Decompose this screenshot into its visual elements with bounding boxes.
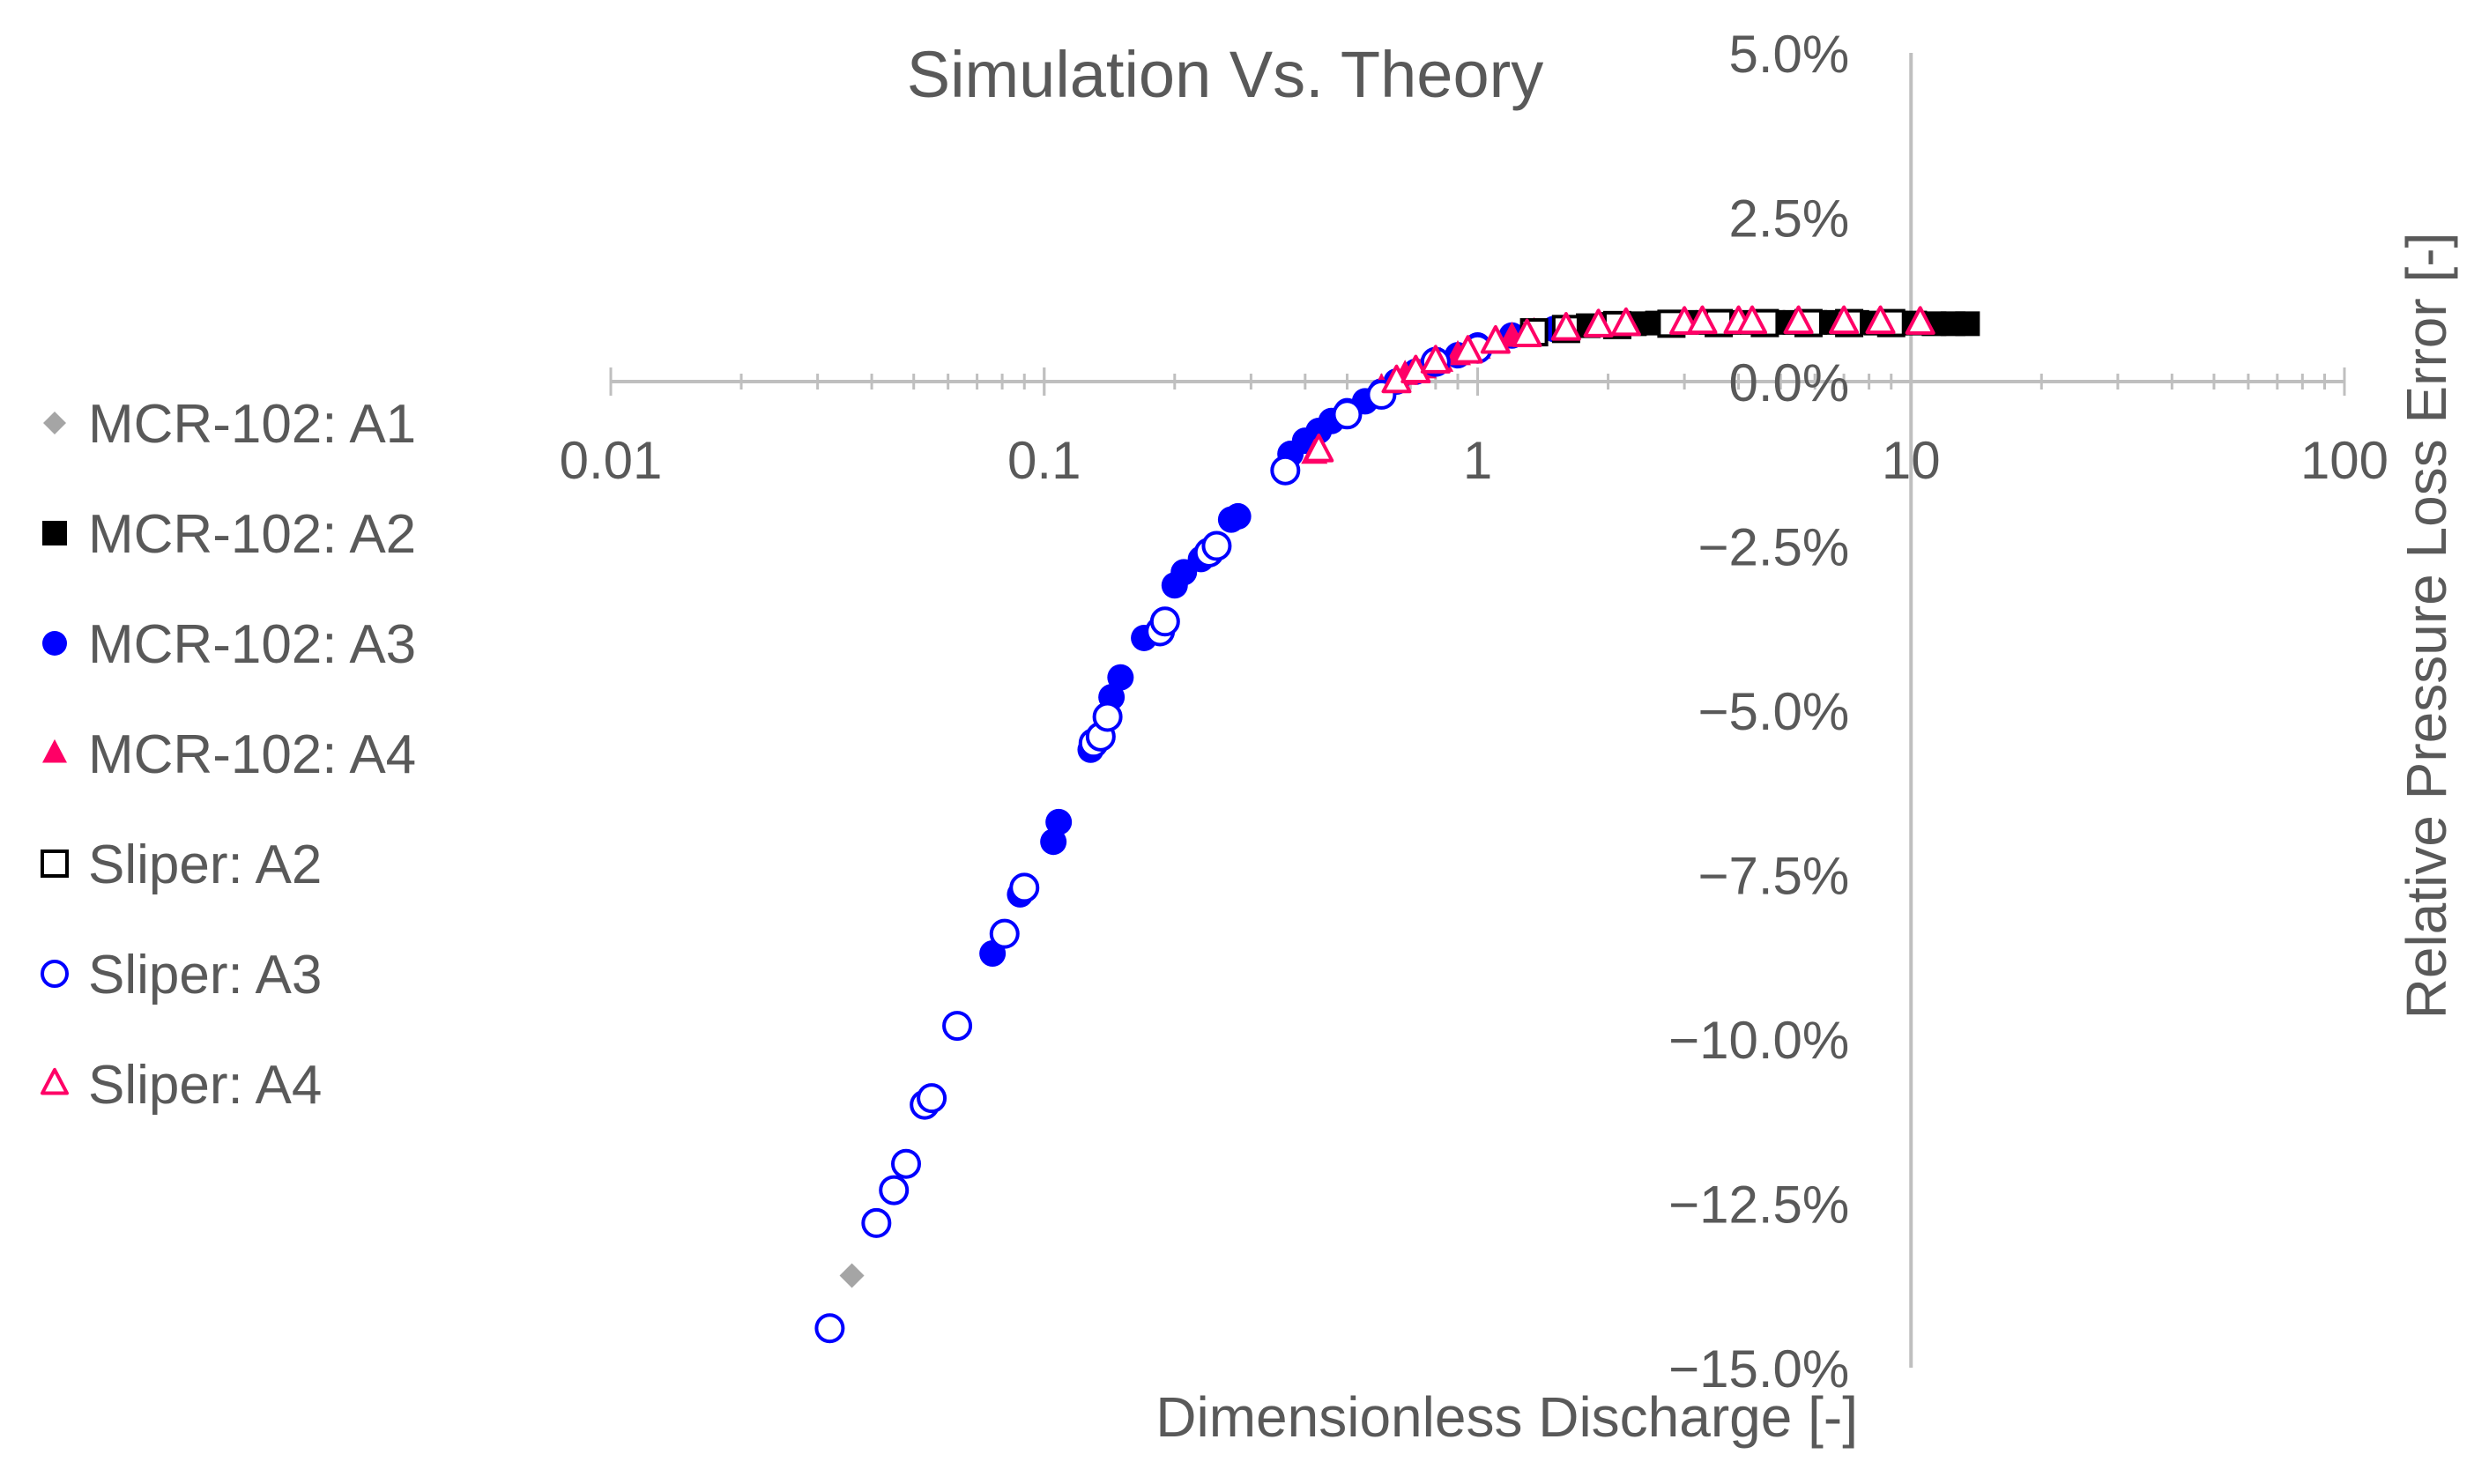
x-tick-label: 0.1 xyxy=(1007,431,1081,490)
y-tick-label: 0.0% xyxy=(1728,353,1849,412)
y-axis-label: Relative Pressure Loss Error [-] xyxy=(2395,233,2458,1020)
data-point xyxy=(1829,305,1860,335)
legend-item: MCR-102: A4 xyxy=(42,724,416,785)
data-point xyxy=(1865,305,1896,335)
data-point xyxy=(1107,664,1134,691)
data-point xyxy=(1687,305,1718,335)
y-tick-label: −7.5% xyxy=(1698,847,1849,906)
data-point xyxy=(1737,305,1768,335)
data-point xyxy=(814,1313,845,1344)
y-tick-label: 5.0% xyxy=(1728,25,1849,84)
legend-label: MCR-102: A2 xyxy=(88,504,416,565)
y-tick-label: −5.0% xyxy=(1698,682,1849,741)
x-axis-label: Dimensionless Discharge [-] xyxy=(1155,1385,1858,1449)
data-point xyxy=(1332,399,1363,430)
data-point xyxy=(1009,872,1040,903)
data-point xyxy=(1583,308,1614,338)
legend-marker xyxy=(42,738,67,763)
data-point xyxy=(942,1011,973,1042)
y-tick-label: −12.5% xyxy=(1668,1176,1849,1235)
x-tick-label: 1 xyxy=(1463,431,1492,490)
legend-item: Sliper: A2 xyxy=(41,835,322,895)
legend-label: MCR-102: A1 xyxy=(88,394,416,455)
series-mcr-102-a4 xyxy=(1301,316,1548,464)
data-point xyxy=(1480,324,1511,354)
data-point xyxy=(879,1175,910,1206)
legend-item: MCR-102: A1 xyxy=(43,394,416,455)
y-tick-label: −2.5% xyxy=(1698,518,1849,577)
legend-label: Sliper: A4 xyxy=(88,1055,322,1116)
series-sliper-a4 xyxy=(1304,305,1935,463)
legend-marker xyxy=(42,521,67,545)
data-point xyxy=(1149,606,1180,637)
data-point xyxy=(1452,335,1483,364)
y-tick-label: −15.0% xyxy=(1668,1339,1849,1399)
data-point xyxy=(1905,306,1935,335)
data-point xyxy=(1224,502,1252,530)
legend-marker xyxy=(41,850,69,878)
data-point xyxy=(1512,318,1542,348)
legend-item: Sliper: A4 xyxy=(41,1055,322,1116)
legend-item: Sliper: A3 xyxy=(41,945,322,1005)
legend-item: MCR-102: A2 xyxy=(42,504,416,565)
data-point xyxy=(1550,312,1581,341)
legend-marker xyxy=(41,1067,69,1095)
data-point xyxy=(989,918,1020,949)
x-tick-label: 10 xyxy=(1882,431,1941,490)
legend-marker xyxy=(42,631,67,656)
data-point xyxy=(861,1207,892,1238)
legend-label: Sliper: A3 xyxy=(88,945,322,1005)
x-tick-label: 100 xyxy=(2300,431,2389,490)
legend-label: MCR-102: A4 xyxy=(88,724,416,785)
series-mcr-102-a3 xyxy=(979,315,1568,968)
y-tick-label: −10.0% xyxy=(1668,1011,1849,1070)
y-tick-label: 2.5% xyxy=(1728,189,1849,249)
x-tick-label: 0.01 xyxy=(560,431,663,490)
data-point xyxy=(1092,701,1123,732)
legend-label: MCR-102: A3 xyxy=(88,614,416,675)
legend-marker xyxy=(41,960,69,988)
data-point xyxy=(1783,305,1814,335)
data-point xyxy=(891,1148,922,1179)
data-point xyxy=(1270,455,1301,486)
data-point xyxy=(1610,307,1641,337)
series-mcr-102-a1 xyxy=(839,1263,865,1288)
data-point xyxy=(1045,808,1073,835)
data-point xyxy=(1304,434,1334,463)
series-sliper-a3 xyxy=(814,333,1493,1344)
legend-label: Sliper: A2 xyxy=(88,835,322,895)
chart-title: Simulation Vs. Theory xyxy=(907,38,1544,111)
data-point xyxy=(917,1083,947,1114)
data-point xyxy=(1955,311,1980,337)
data-point xyxy=(1201,531,1232,561)
legend-item: MCR-102: A3 xyxy=(42,614,416,675)
data-point xyxy=(1420,345,1451,374)
legend-marker xyxy=(43,412,66,434)
data-point xyxy=(839,1263,865,1288)
